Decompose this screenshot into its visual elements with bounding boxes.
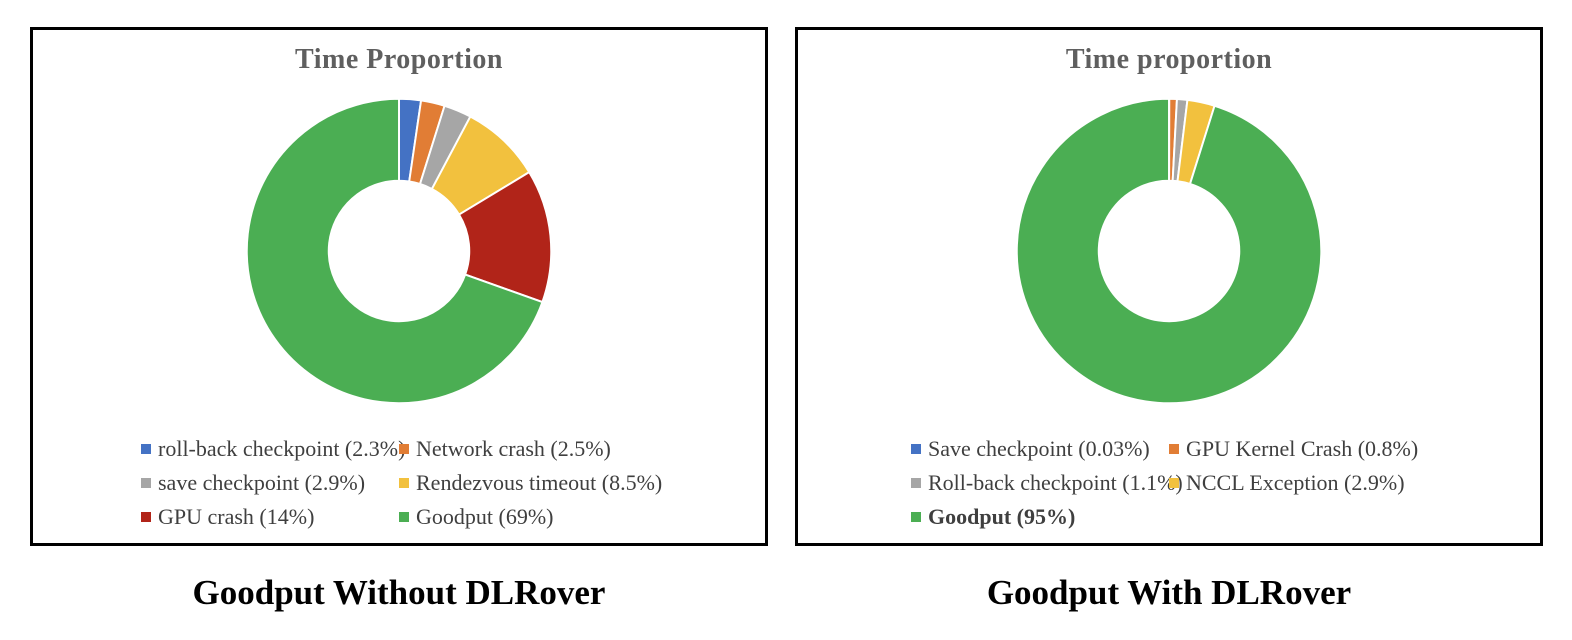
legend-label: roll-back checkpoint (2.3%) xyxy=(158,436,406,461)
legend-item: Network crash (2.5%) xyxy=(399,438,657,460)
pie-slice xyxy=(245,97,544,405)
legend-item: Roll-back checkpoint (1.1%) xyxy=(911,472,1183,494)
legend-label: Rendezvous timeout (8.5%) xyxy=(416,470,663,495)
legend-swatch xyxy=(911,478,921,488)
chart-legend: roll-back checkpoint (2.3%) Network crash… xyxy=(141,432,662,534)
donut-chart xyxy=(245,97,553,405)
legend-swatch xyxy=(911,512,921,522)
legend-item: roll-back checkpoint (2.3%) xyxy=(141,438,405,460)
figure-caption-without-dlrover: Goodput Without DLRover xyxy=(192,573,606,612)
legend-swatch xyxy=(141,444,151,454)
legend-label: Network crash (2.5%) xyxy=(416,436,611,461)
legend-item: Goodput (69%) xyxy=(399,506,657,528)
chart-title: Time proportion xyxy=(1065,44,1273,75)
legend-item: Goodput (95%) xyxy=(911,506,1169,528)
pie-slice xyxy=(1015,97,1323,405)
figure-caption-with-dlrover: Goodput With DLRover xyxy=(986,573,1352,612)
legend-swatch xyxy=(141,478,151,488)
legend-label: NCCL Exception (2.9%) xyxy=(1186,470,1405,495)
donut-chart-container xyxy=(1008,90,1330,412)
legend-label: Save checkpoint (0.03%) xyxy=(928,436,1150,461)
chart-panel-without-dlrover: Time Proportion roll-back checkpoint (2.… xyxy=(30,27,768,546)
legend-label: GPU crash (14%) xyxy=(158,504,315,529)
legend-swatch xyxy=(399,512,409,522)
legend-item: save checkpoint (2.9%) xyxy=(141,472,399,494)
chart-legend: Save checkpoint (0.03%) GPU Kernel Crash … xyxy=(911,432,1427,534)
legend-item: Rendezvous timeout (8.5%) xyxy=(399,472,662,494)
chart-panel-with-dlrover: Time proportion Save checkpoint (0.03%) G… xyxy=(795,27,1543,546)
chart-title: Time Proportion xyxy=(295,44,503,75)
legend-swatch xyxy=(1169,444,1179,454)
legend-swatch xyxy=(1169,478,1179,488)
legend-item: Save checkpoint (0.03%) xyxy=(911,438,1169,460)
legend-item: GPU crash (14%) xyxy=(141,506,399,528)
legend-swatch xyxy=(911,444,921,454)
legend-label: Goodput (95%) xyxy=(928,504,1076,529)
legend-swatch xyxy=(399,478,409,488)
legend-item: NCCL Exception (2.9%) xyxy=(1169,472,1427,494)
legend-swatch xyxy=(141,512,151,522)
legend-label: Roll-back checkpoint (1.1%) xyxy=(928,470,1183,495)
legend-label: Goodput (69%) xyxy=(416,504,554,529)
legend-swatch xyxy=(399,444,409,454)
donut-chart-container xyxy=(238,90,560,412)
legend-item: GPU Kernel Crash (0.8%) xyxy=(1169,438,1427,460)
legend-label: save checkpoint (2.9%) xyxy=(158,470,366,495)
pie-slice xyxy=(458,171,553,304)
legend-label: GPU Kernel Crash (0.8%) xyxy=(1186,436,1419,461)
donut-chart xyxy=(1015,97,1323,405)
